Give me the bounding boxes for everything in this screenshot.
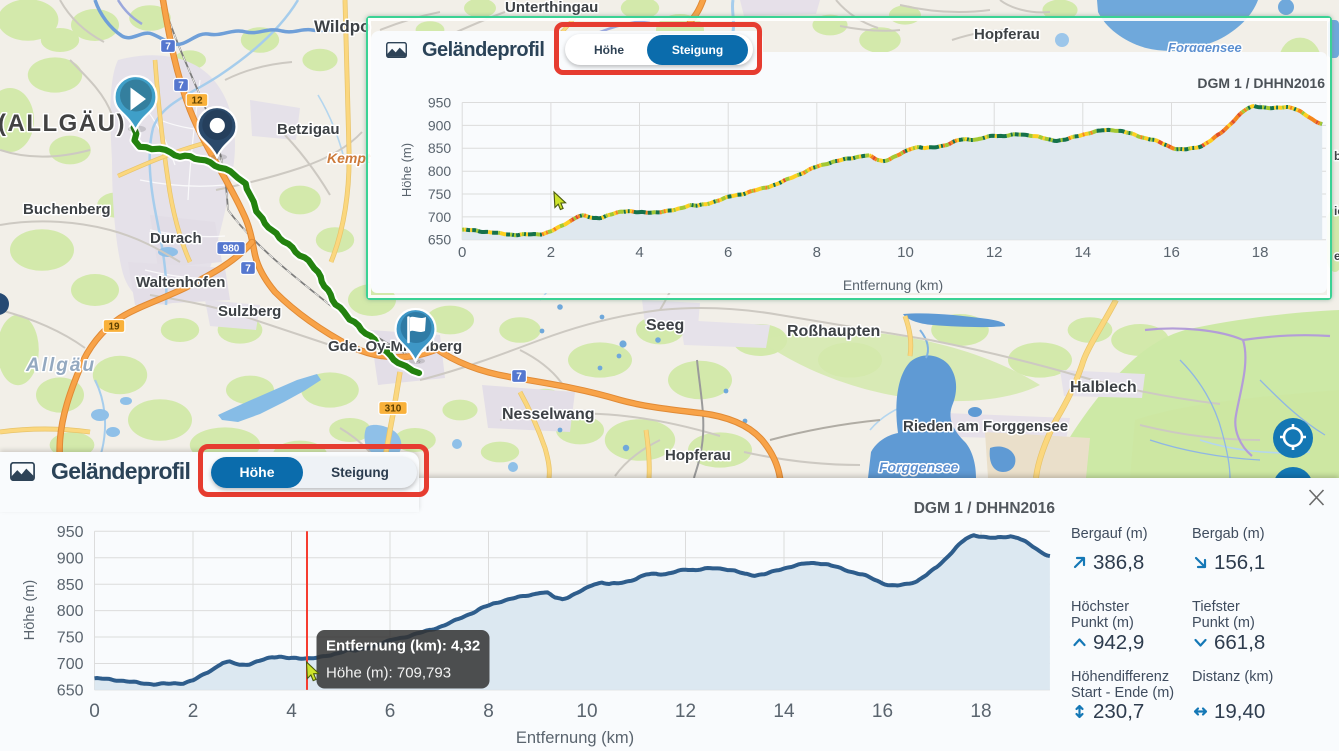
svg-text:7: 7	[165, 42, 171, 53]
svg-text:7: 7	[516, 372, 522, 383]
svg-text:b: b	[1334, 149, 1339, 163]
svg-text:980: 980	[223, 244, 240, 255]
svg-text:Roßhaupten: Roßhaupten	[787, 323, 880, 340]
svg-text:Wildpo: Wildpo	[314, 17, 371, 36]
svg-text:Durach: Durach	[150, 230, 202, 247]
svg-text:Buchenberg: Buchenberg	[23, 201, 111, 218]
svg-text:e: e	[1334, 249, 1339, 263]
svg-text:Rieden am Forggensee: Rieden am Forggensee	[903, 418, 1068, 435]
svg-text:Gde. Oy-Mittelberg: Gde. Oy-Mittelberg	[328, 338, 462, 355]
svg-text:ie: ie	[1334, 204, 1339, 218]
svg-text:Seeg: Seeg	[646, 317, 684, 334]
svg-text:12: 12	[191, 96, 203, 107]
svg-text:Forggensee: Forggensee	[879, 459, 959, 475]
svg-text:Hopferau: Hopferau	[974, 26, 1040, 43]
svg-text:Unterthingau: Unterthingau	[505, 0, 598, 16]
svg-text:7: 7	[245, 264, 251, 275]
svg-text:Nesselwang: Nesselwang	[502, 406, 594, 423]
svg-text:(ALLGÄU): (ALLGÄU)	[0, 110, 126, 137]
svg-text:Betzigau: Betzigau	[277, 121, 340, 138]
svg-text:Hopferau: Hopferau	[665, 447, 731, 464]
svg-text:Allgäu: Allgäu	[25, 355, 96, 376]
svg-text:Waltenhofen: Waltenhofen	[136, 274, 225, 291]
svg-text:310: 310	[385, 404, 402, 415]
svg-text:19: 19	[108, 322, 120, 333]
svg-text:Halblech: Halblech	[1070, 379, 1137, 396]
svg-text:7: 7	[178, 81, 184, 92]
svg-text:Sulzberg: Sulzberg	[218, 303, 281, 320]
